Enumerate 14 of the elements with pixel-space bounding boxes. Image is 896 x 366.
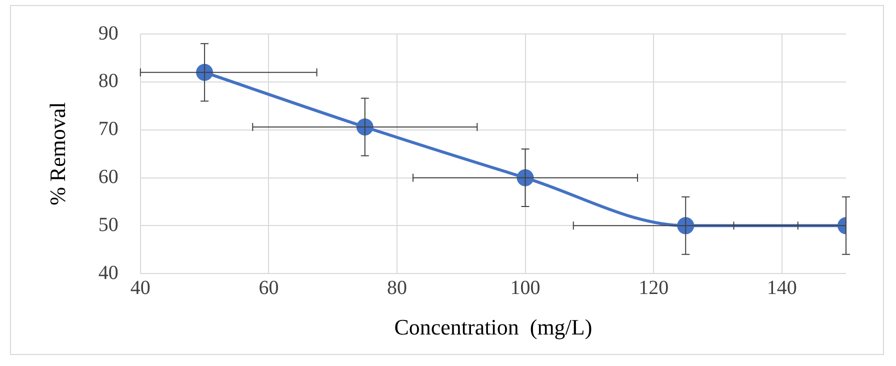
y-axis-title: % Removal — [44, 102, 70, 206]
x-tick-label: 60 — [258, 276, 279, 299]
y-tick-label: 50 — [98, 214, 118, 236]
x-tick-label: 100 — [510, 276, 540, 299]
y-tick-label: 60 — [98, 166, 118, 188]
x-tick-label: 120 — [638, 276, 669, 299]
y-tick-label: 40 — [98, 262, 118, 284]
x-axis-title: Concentration (mg/L) — [394, 314, 592, 340]
y-tick-label: 80 — [98, 70, 118, 92]
y-tick-label: 70 — [98, 118, 118, 140]
x-tick-label: 140 — [766, 276, 797, 299]
x-tick-label: 40 — [130, 276, 150, 299]
x-tick-label: 80 — [386, 276, 407, 299]
y-tick-label: 90 — [98, 22, 118, 44]
